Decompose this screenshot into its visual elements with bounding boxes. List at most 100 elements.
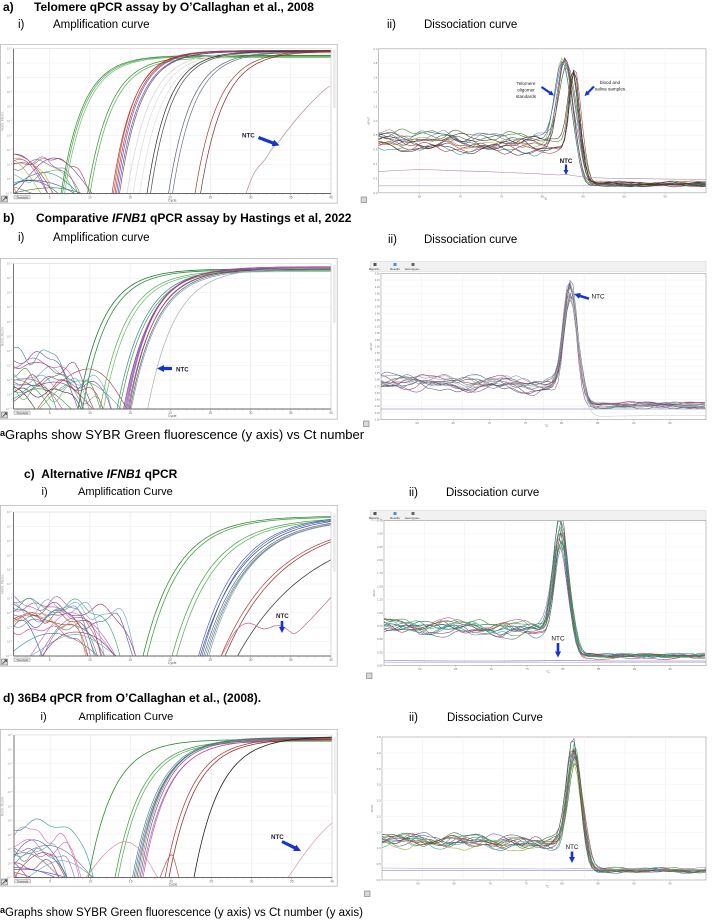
svg-text:95: 95 (669, 667, 673, 671)
svg-text:oligomer: oligomer (517, 88, 535, 93)
svg-text:1.25: 1.25 (377, 598, 383, 602)
svg-text:70: 70 (488, 421, 492, 425)
svg-text:NTC: NTC (276, 613, 289, 620)
svg-text:10-6: 10-6 (7, 819, 13, 823)
svg-text:10-7: 10-7 (7, 611, 13, 615)
svg-text:10-7: 10-7 (7, 833, 13, 837)
svg-text:25: 25 (209, 880, 213, 884)
svg-text:35: 35 (289, 658, 293, 662)
svg-text:1.4: 1.4 (373, 90, 378, 94)
svg-text:2.25: 2.25 (377, 545, 383, 549)
svg-text:80: 80 (560, 421, 564, 425)
svg-text:1.6: 1.6 (373, 76, 378, 80)
svg-text:10-8: 10-8 (7, 163, 13, 167)
svg-text:75: 75 (524, 421, 528, 425)
svg-text:10-6: 10-6 (7, 597, 13, 601)
svg-text:10-4: 10-4 (7, 105, 13, 109)
svg-text:2.40: 2.40 (375, 311, 381, 315)
svg-text:10-7: 10-7 (7, 148, 13, 152)
svg-text:10-3: 10-3 (7, 305, 13, 309)
svg-text:25: 25 (209, 196, 213, 200)
svg-text:2.70: 2.70 (375, 298, 381, 302)
svg-text:10-10: 10-10 (6, 192, 13, 196)
svg-text:2.0: 2.0 (373, 47, 378, 51)
svg-text:0.0: 0.0 (373, 191, 378, 195)
svg-text:70: 70 (490, 667, 494, 671)
svg-text:NTC: NTC (551, 636, 565, 643)
svg-text:90: 90 (632, 882, 636, 886)
svg-text:65: 65 (454, 667, 458, 671)
svg-text:75: 75 (500, 194, 504, 198)
svg-text:1.75: 1.75 (377, 571, 383, 575)
svg-text:5: 5 (49, 658, 51, 662)
svg-text:1.50: 1.50 (377, 584, 383, 588)
svg-text:0.2: 0.2 (373, 176, 378, 180)
svg-text:0.0: 0.0 (377, 878, 382, 882)
svg-text:85: 85 (596, 421, 600, 425)
svg-text:1.2: 1.2 (373, 104, 378, 108)
svg-text:Reports...: Reports... (369, 267, 382, 271)
svg-text:40: 40 (329, 196, 333, 200)
svg-text:Cycle: Cycle (168, 414, 177, 418)
svg-text:0.5: 0.5 (377, 862, 382, 866)
svg-text:15: 15 (128, 411, 132, 415)
svg-text:Reports...: Reports... (369, 516, 382, 520)
svg-text:25: 25 (209, 411, 213, 415)
svg-text:2.0: 2.0 (377, 814, 382, 818)
svg-text:10-7: 10-7 (7, 363, 13, 367)
svg-text:10-2: 10-2 (7, 762, 13, 766)
svg-text:dF/dT: dF/dT (370, 804, 374, 812)
svg-text:10-9: 10-9 (7, 393, 13, 397)
svg-text:10-0: 10-0 (7, 510, 13, 514)
svg-text:Cycle: Cycle (168, 661, 177, 665)
svg-text:2.10: 2.10 (375, 325, 381, 329)
svg-text:0.4: 0.4 (373, 162, 378, 166)
svg-text:30: 30 (249, 196, 253, 200)
svg-text:Telomere: Telomere (517, 81, 536, 86)
svg-text:10-3: 10-3 (7, 553, 13, 557)
svg-text:1.35: 1.35 (375, 358, 381, 362)
svg-text:95: 95 (663, 194, 667, 198)
svg-text:10-4: 10-4 (7, 790, 13, 794)
svg-text:blood and: blood and (600, 80, 621, 85)
svg-text:10-1: 10-1 (7, 747, 13, 751)
svg-text:15: 15 (129, 880, 133, 884)
svg-text:90: 90 (633, 667, 637, 671)
svg-text:Cycle: Cycle (169, 882, 178, 886)
svg-text:40: 40 (330, 880, 334, 884)
svg-text:3.15: 3.15 (375, 278, 381, 282)
svg-text:standards: standards (516, 94, 537, 99)
svg-text:Threshold: Threshold (16, 658, 28, 662)
svg-text:10: 10 (88, 658, 92, 662)
svg-text:1.05: 1.05 (375, 371, 381, 375)
svg-text:10-8: 10-8 (7, 625, 13, 629)
svg-text:95: 95 (668, 421, 672, 425)
svg-text:10-9: 10-9 (7, 177, 13, 181)
svg-text:dF/dT: dF/dT (372, 589, 376, 597)
svg-text:90: 90 (632, 421, 636, 425)
svg-text:40: 40 (329, 411, 333, 415)
svg-text:2.75: 2.75 (377, 519, 383, 523)
svg-text:NTC: NTC (560, 158, 573, 165)
svg-text:20: 20 (169, 880, 173, 884)
svg-text:0.75: 0.75 (375, 384, 381, 388)
svg-text:80: 80 (541, 194, 545, 198)
svg-text:85: 85 (596, 882, 600, 886)
svg-text:NTC: NTC (242, 133, 255, 140)
svg-text:Norm. Fluoro.: Norm. Fluoro. (1, 796, 5, 816)
svg-text:30: 30 (249, 411, 253, 415)
svg-text:NTC: NTC (176, 367, 189, 374)
svg-text:10-0: 10-0 (7, 733, 13, 737)
svg-text:1.5: 1.5 (377, 830, 382, 834)
svg-text:20: 20 (168, 411, 172, 415)
svg-text:°C: °C (545, 884, 549, 888)
svg-text:2.5: 2.5 (377, 799, 382, 803)
svg-text:70: 70 (459, 194, 463, 198)
svg-text:35: 35 (289, 411, 293, 415)
svg-text:10-9: 10-9 (7, 640, 13, 644)
svg-text:Genotypes...: Genotypes... (405, 516, 422, 520)
svg-text:10-10: 10-10 (6, 876, 13, 880)
svg-text:0.75: 0.75 (377, 624, 383, 628)
svg-text:10: 10 (88, 196, 92, 200)
svg-text:°C: °C (544, 197, 548, 201)
